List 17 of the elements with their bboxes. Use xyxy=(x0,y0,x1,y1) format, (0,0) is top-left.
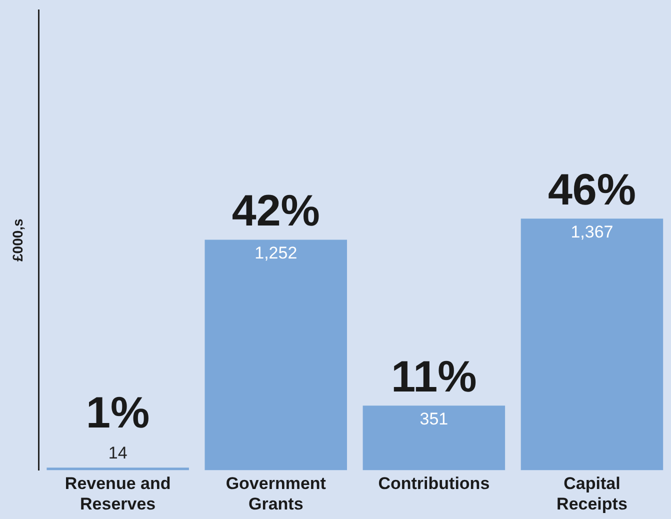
x-tick-label: Contributions xyxy=(378,474,490,494)
x-tick-label: Revenue and Reserves xyxy=(64,474,171,514)
x-tick-label: Government Grants xyxy=(226,474,326,514)
annotation: 1% xyxy=(86,388,150,438)
data-label: 351 xyxy=(420,409,448,428)
y-axis-title: £000,s xyxy=(9,218,26,262)
annotation: 42% xyxy=(232,186,320,236)
bar xyxy=(362,406,506,470)
x-tick-label: Capital Receipts xyxy=(556,474,628,514)
data-label: 1,367 xyxy=(570,222,614,242)
bar xyxy=(204,240,347,470)
data-label: 14 xyxy=(108,443,128,462)
annotation: 11% xyxy=(391,352,477,402)
bar xyxy=(46,468,189,470)
data-label: 1,252 xyxy=(254,243,298,262)
bar xyxy=(520,218,664,470)
annotation: 46% xyxy=(548,166,636,215)
